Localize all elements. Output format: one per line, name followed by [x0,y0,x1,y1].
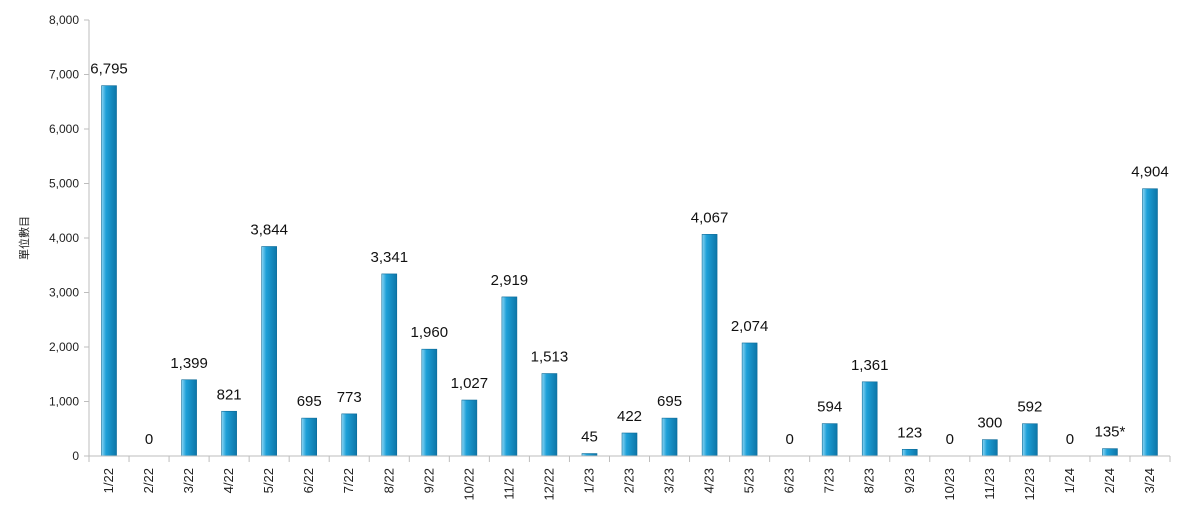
bar [541,373,558,457]
data-label: 422 [617,408,642,425]
data-label: 300 [977,415,1002,432]
bar [461,399,478,457]
y-tick-label: 4,000 [49,231,79,245]
y-tick-label: 7,000 [49,68,79,82]
data-label: 0 [145,431,153,448]
data-label: 4,904 [1131,164,1169,181]
x-tick-label: 4/22 [221,468,236,493]
bar [301,417,318,457]
x-tick-label: 6/22 [301,468,316,493]
data-label: 6,795 [90,61,128,78]
data-label: 821 [217,386,242,403]
bar [982,439,998,457]
bar [501,296,518,457]
x-tick-label: 2/23 [622,468,637,493]
x-tick-label: 10/23 [942,468,957,501]
y-axis-label: 單位數目 [17,216,31,260]
y-tick-label: 1,000 [49,395,79,409]
bar [1022,423,1038,457]
bar [701,234,718,457]
bar [221,410,237,457]
x-tick-label: 1/22 [101,468,116,493]
y-tick-label: 6,000 [49,122,79,136]
y-tick-label: 0 [72,449,79,463]
bar [1142,188,1158,457]
x-tick-label: 5/22 [261,468,276,493]
bar [661,417,678,457]
y-tick-label: 3,000 [49,286,79,300]
bar [741,342,758,457]
data-label: 2,074 [731,318,769,335]
x-tick-label: 7/23 [822,468,837,493]
data-label: 3,844 [250,222,288,239]
data-label: 2,919 [491,272,529,289]
x-tick-label: 3/22 [181,468,196,493]
x-tick-label: 9/23 [902,468,917,493]
data-label: 594 [817,399,842,416]
bar [261,246,277,457]
x-tick-label: 4/23 [702,468,717,493]
x-tick-label: 8/23 [862,468,877,493]
data-label: 695 [297,393,322,410]
data-label: 135* [1095,424,1126,441]
x-tick-label: 9/22 [421,468,436,493]
x-tick-label: 10/22 [461,468,476,501]
data-label: 592 [1017,399,1042,416]
x-tick-label: 8/22 [381,468,396,493]
data-label: 4,067 [691,209,729,226]
data-label: 0 [1066,431,1074,448]
bar [1102,448,1118,457]
x-tick-label: 11/23 [982,468,997,500]
x-tick-label: 12/22 [541,468,556,501]
data-label: 0 [785,431,793,448]
x-tick-label: 1/23 [581,468,596,493]
y-tick-label: 8,000 [49,13,79,27]
data-label: 695 [657,393,682,410]
bar [901,448,918,457]
data-label: 1,399 [170,355,208,372]
bar [181,379,197,457]
y-tick-label: 2,000 [49,340,79,354]
bar [821,423,838,457]
bar [621,432,638,457]
x-tick-label: 12/23 [1022,468,1037,501]
data-label: 45 [581,429,598,446]
data-label: 1,027 [451,375,489,392]
x-tick-label: 3/23 [662,468,677,493]
y-tick-label: 5,000 [49,177,79,191]
bar [381,273,398,457]
bar [861,381,878,457]
data-label: 123 [897,424,922,441]
x-tick-label: 5/23 [742,468,757,493]
data-label: 1,361 [851,357,889,374]
bar [341,413,358,457]
x-tick-label: 3/24 [1142,468,1157,493]
bar [101,85,117,457]
data-label: 1,960 [411,324,449,341]
x-tick-label: 6/23 [782,468,797,493]
data-label: 3,341 [371,249,409,266]
data-label: 773 [337,389,362,406]
y-axis: 0 1,000 2,000 3,000 4,000 5,000 6,000 7,000 8,00… [49,13,90,463]
x-tick-label: 1/24 [1062,468,1077,493]
bars [101,85,1158,457]
data-label: 0 [946,431,954,448]
data-labels: 6,795 0 1,399 821 3,844 695 773 3,341 1,960 1,027… [90,61,1169,448]
x-tick-label: 11/22 [501,468,516,500]
x-tick-label: 2/24 [1102,468,1117,493]
data-label: 1,513 [531,349,569,366]
x-axis: 1/22 2/22 3/22 4/22 5/22 6/22 7/22 8/22 9/22 10/2… [88,455,1171,501]
x-tick-label: 2/22 [141,468,156,493]
x-tick-label: 7/22 [341,468,356,493]
bar [421,348,438,457]
